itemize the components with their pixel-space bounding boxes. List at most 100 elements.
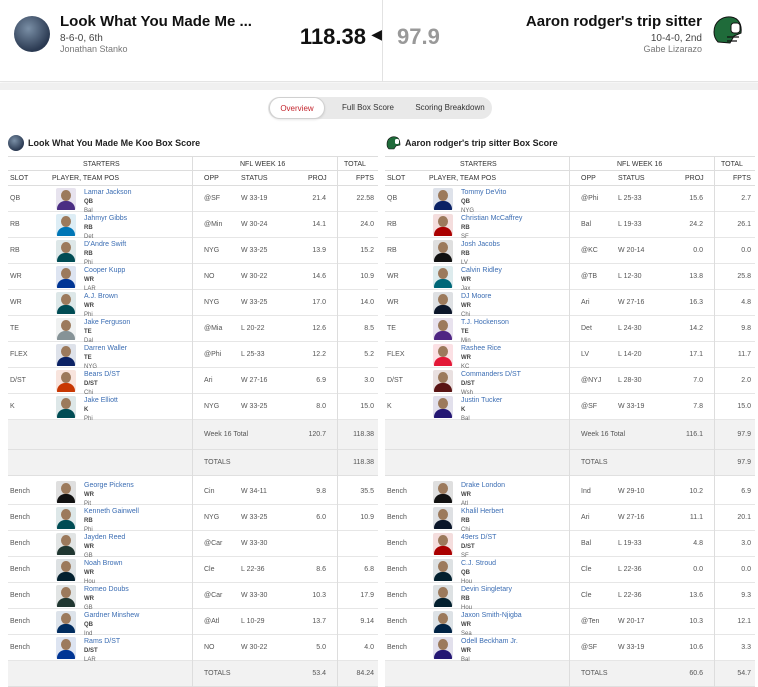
status-cell: W 30-22: [241, 273, 268, 280]
player-name-link[interactable]: Justin Tucker: [461, 397, 503, 404]
player-team-pos: Pit WR: [84, 492, 94, 507]
player-name-link[interactable]: Jaxon Smith-Njigba: [461, 612, 522, 619]
player-name-link[interactable]: D'Andre Swift: [84, 241, 127, 248]
proj-cell: 17.1: [689, 351, 703, 358]
opp-cell[interactable]: NYG: [204, 403, 220, 410]
team2-panel[interactable]: 97.9 Aaron rodger's trip sitter 10-4-0, …: [382, 0, 758, 82]
player-name-link[interactable]: Noah Brown: [84, 560, 123, 567]
player-name-link[interactable]: Rashee Rice: [461, 345, 502, 352]
slot-cell: Bench: [387, 566, 407, 573]
team1-name[interactable]: Look What You Made Me ...: [60, 13, 252, 30]
fpts-cell: 25.8: [737, 273, 751, 280]
player-headshot: [56, 559, 76, 581]
table-row: Bench Drake London Atl WR Ind W 29-10 10.2 6.9: [385, 479, 755, 507]
opp-cell[interactable]: @SF: [204, 195, 221, 202]
team1-panel[interactable]: Look What You Made Me ... 8-6-0, 6th Jon…: [0, 0, 382, 82]
slot-cell: K: [10, 403, 15, 410]
player-name-link[interactable]: A.J. Brown: [84, 293, 118, 300]
opp-cell[interactable]: NYG: [204, 247, 220, 254]
opp-cell[interactable]: @SF: [581, 403, 598, 410]
player-name-link[interactable]: Jayden Reed: [84, 534, 126, 541]
player-team: Det: [84, 234, 94, 240]
player-name-link[interactable]: Odell Beckham Jr.: [461, 638, 518, 645]
team2-name[interactable]: Aaron rodger's trip sitter: [525, 13, 702, 30]
player-team-pos: Bal QB: [84, 199, 93, 214]
opp-cell[interactable]: Cle: [581, 592, 592, 599]
headshot-body: [57, 305, 75, 314]
totals-row: TOTALS 118.38: [8, 450, 378, 476]
player-name-link[interactable]: Rams D/ST: [84, 638, 121, 645]
opp-cell[interactable]: @Car: [204, 540, 223, 547]
opp-cell[interactable]: Cin: [204, 488, 215, 495]
headshot-head: [438, 613, 448, 624]
totals-fpts: 97.9: [737, 459, 751, 466]
player-name-link[interactable]: 49ers D/ST: [461, 534, 497, 541]
headshot-body: [434, 409, 452, 418]
opp-col-header: OPP: [581, 175, 596, 182]
opp-cell[interactable]: @Car: [204, 592, 223, 599]
opp-cell[interactable]: @Phi: [581, 195, 599, 202]
player-name-link[interactable]: Cooper Kupp: [84, 267, 126, 274]
opp-cell[interactable]: NYG: [204, 299, 220, 306]
opp-cell[interactable]: NYG: [204, 514, 220, 521]
opp-cell[interactable]: @SF: [581, 644, 598, 651]
opp-cell[interactable]: Bal: [581, 540, 592, 547]
opp-cell[interactable]: @Min: [204, 221, 223, 228]
player-name-link[interactable]: Josh Jacobs: [461, 241, 500, 248]
opp-cell[interactable]: Bal: [581, 221, 592, 228]
opp-cell[interactable]: @KC: [581, 247, 598, 254]
player-name-link[interactable]: Jahmyr Gibbs: [84, 215, 128, 222]
player-name-link[interactable]: Jake Elliott: [84, 397, 118, 404]
player-headshot: [433, 370, 453, 392]
opp-cell[interactable]: Ari: [581, 514, 590, 521]
opp-cell[interactable]: Cle: [204, 566, 215, 573]
player-team-pos: Hou WR: [84, 570, 95, 585]
player-name-link[interactable]: DJ Moore: [461, 293, 492, 300]
slot-cell: Bench: [387, 644, 407, 651]
opp-cell[interactable]: Ind: [581, 488, 591, 495]
headshot-head: [438, 346, 448, 357]
player-name-link[interactable]: Christian McCaffrey: [461, 215, 523, 222]
player-name-link[interactable]: Darren Waller: [84, 345, 127, 352]
opp-cell[interactable]: NO: [204, 644, 215, 651]
proj-cell: 21.4: [312, 195, 326, 202]
player-name-link[interactable]: Kenneth Gainwell: [84, 508, 139, 515]
player-name-link[interactable]: Lamar Jackson: [84, 189, 132, 196]
player-name-link[interactable]: Calvin Ridley: [461, 267, 502, 274]
opp-cell[interactable]: @NYJ: [581, 377, 602, 384]
player-name-link[interactable]: Devin Singletary: [461, 586, 512, 593]
player-name-link[interactable]: C.J. Stroud: [461, 560, 497, 567]
player-name-link[interactable]: Jake Ferguson: [84, 319, 131, 326]
player-name-link[interactable]: Commanders D/ST: [461, 371, 521, 378]
starters-header-row: STARTERS NFL WEEK 16 TOTAL: [8, 156, 378, 171]
player-team-pos: Min TE: [461, 329, 471, 344]
player-name-link[interactable]: Tommy DeVito: [461, 189, 507, 196]
player-name-link[interactable]: T.J. Hockenson: [461, 319, 509, 326]
tab-scoring-breakdown[interactable]: Scoring Breakdown: [415, 103, 485, 112]
opp-cell[interactable]: LV: [581, 351, 590, 358]
opp-cell[interactable]: NO: [204, 273, 215, 280]
status-cell: W 33-19: [241, 195, 268, 202]
opp-cell[interactable]: Ari: [581, 299, 590, 306]
opp-cell[interactable]: Det: [581, 325, 592, 332]
opp-cell[interactable]: @TB: [581, 273, 598, 280]
opp-cell[interactable]: @Atl: [204, 618, 220, 625]
player-pos: D/ST: [84, 648, 98, 654]
opp-cell[interactable]: @Ten: [581, 618, 600, 625]
opp-cell[interactable]: Cle: [581, 566, 592, 573]
player-name-link[interactable]: George Pickens: [84, 482, 134, 489]
status-cell: L 22-36: [618, 566, 642, 573]
player-name-link[interactable]: Khalil Herbert: [461, 508, 504, 515]
player-name-link[interactable]: Bears D/ST: [84, 371, 121, 378]
fpts-cell: 9.8: [741, 325, 751, 332]
tab-overview[interactable]: Overview: [269, 97, 325, 119]
player-name-link[interactable]: Gardner Minshew: [84, 612, 140, 619]
opp-cell[interactable]: Ari: [204, 377, 213, 384]
opp-cell[interactable]: @Mia: [204, 325, 223, 332]
tab-full-box-score[interactable]: Full Box Score: [341, 103, 395, 112]
player-name-link[interactable]: Drake London: [461, 482, 505, 489]
player-name-link[interactable]: Romeo Doubs: [84, 586, 129, 593]
slot-cell: FLEX: [387, 351, 405, 358]
opp-cell[interactable]: @Phi: [204, 351, 222, 358]
player-headshot: [433, 507, 453, 529]
